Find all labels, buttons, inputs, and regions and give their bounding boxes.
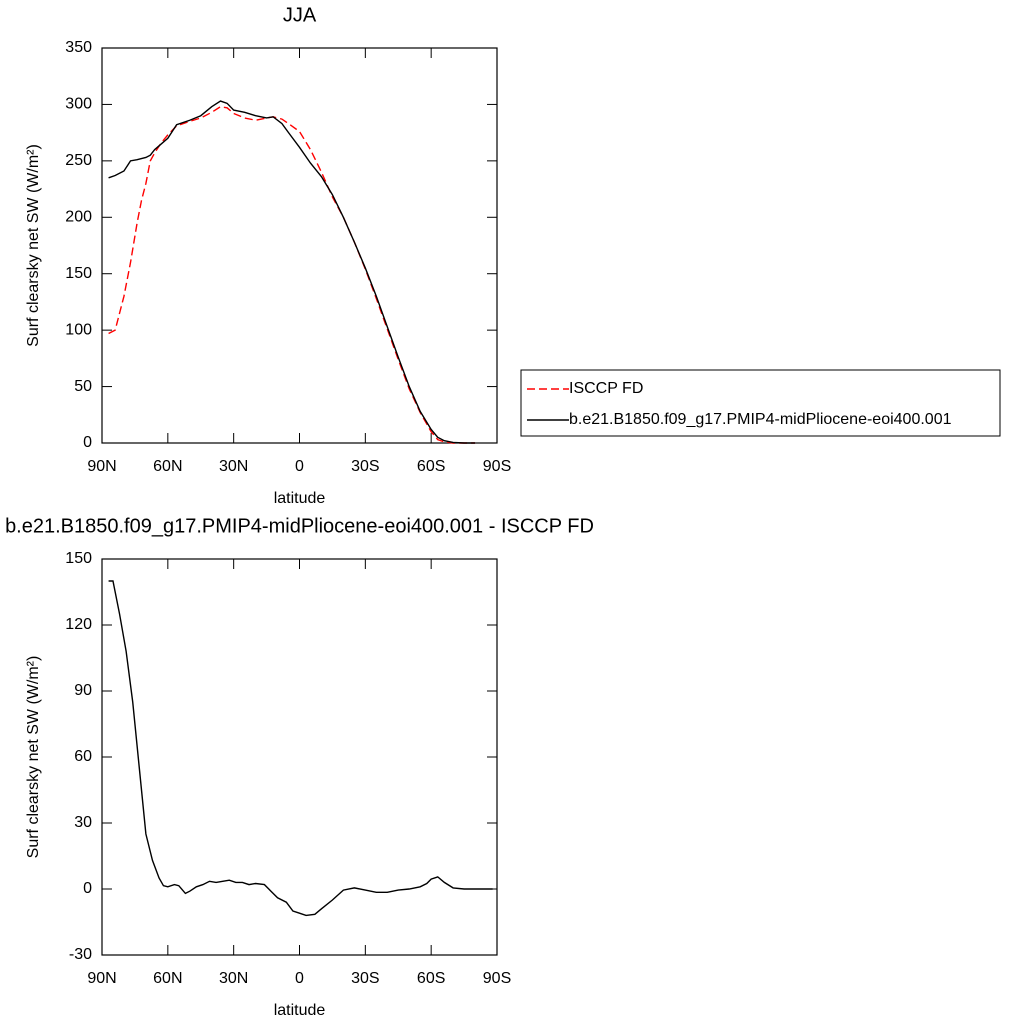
y-tick-label: 30 xyxy=(74,814,92,831)
plot-frame xyxy=(101,47,498,444)
x-tick-label: 60N xyxy=(153,970,182,987)
y-tick-label: -30 xyxy=(69,946,92,963)
y-tick-label: 120 xyxy=(65,616,92,633)
y-tick-label: 300 xyxy=(65,96,92,113)
x-tick-label: 60S xyxy=(417,970,445,987)
x-tick-label: 90S xyxy=(483,458,511,475)
x-tick-label: 90N xyxy=(87,970,116,987)
x-tick-label: 90N xyxy=(87,458,116,475)
y-tick-label: 250 xyxy=(65,152,92,169)
x-tick-label: 60S xyxy=(417,458,445,475)
y-tick-label: 50 xyxy=(74,378,92,395)
y-tick-label: 0 xyxy=(83,880,92,897)
x-tick-label: 30N xyxy=(219,970,248,987)
y-tick-label: 60 xyxy=(74,748,92,765)
data-line xyxy=(108,105,476,444)
x-axis-label: latitude xyxy=(274,1002,326,1019)
x-tick-label: 60N xyxy=(153,458,182,475)
y-tick-label: 200 xyxy=(65,209,92,226)
x-tick-label: 90S xyxy=(483,970,511,987)
x-tick-label: 0 xyxy=(295,970,304,987)
chart-title: JJA xyxy=(283,4,317,26)
legend-label: ISCCP FD xyxy=(569,380,643,397)
chart-title: b.e21.B1850.f09_g17.PMIP4-midPliocene-eo… xyxy=(5,515,594,537)
x-tick-label: 30S xyxy=(351,458,379,475)
y-axis-label: Surf clearsky net SW (W/m²) xyxy=(25,656,42,859)
x-tick-label: 0 xyxy=(295,458,304,475)
x-tick-label: 30N xyxy=(219,458,248,475)
legend-box xyxy=(520,369,1001,437)
x-tick-label: 30S xyxy=(351,970,379,987)
y-tick-label: 350 xyxy=(65,39,92,56)
legend-label: b.e21.B1850.f09_g17.PMIP4-midPliocene-eo… xyxy=(569,411,952,428)
x-axis-label: latitude xyxy=(274,490,326,507)
y-tick-label: 0 xyxy=(83,434,92,451)
y-tick-label: 150 xyxy=(65,550,92,567)
y-tick-label: 150 xyxy=(65,265,92,282)
y-tick-label: 90 xyxy=(74,682,92,699)
plot-frame xyxy=(101,558,498,956)
y-axis-label: Surf clearsky net SW (W/m²) xyxy=(25,144,42,347)
y-tick-label: 100 xyxy=(65,321,92,338)
data-line xyxy=(108,100,476,444)
data-line xyxy=(108,580,493,917)
